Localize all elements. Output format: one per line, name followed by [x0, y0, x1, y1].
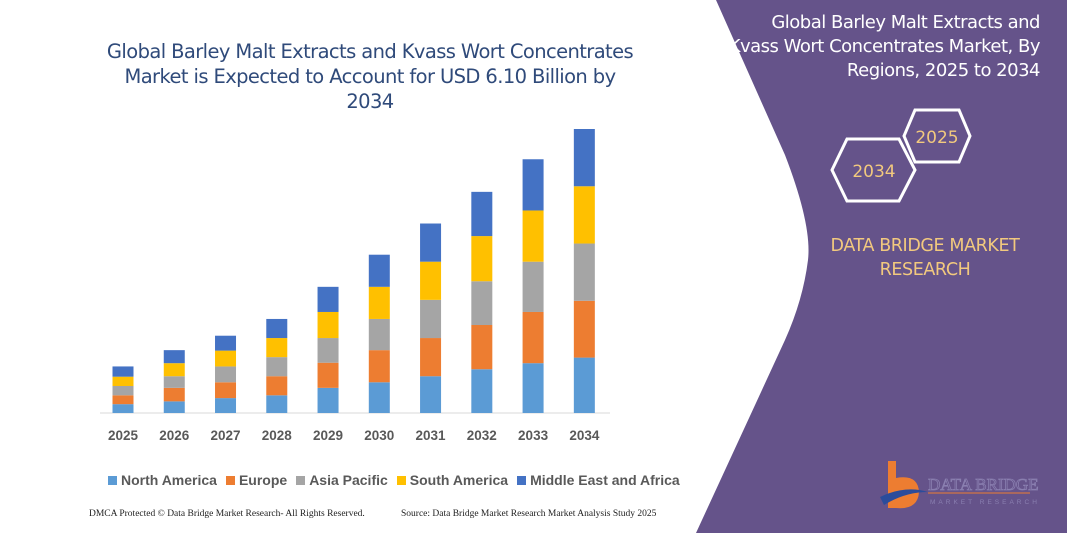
legend-item: South America: [396, 472, 509, 488]
x-tick-labels: 2025 2026 2027 2028 2029 2030 2031 2032 2033 2034: [108, 428, 600, 443]
brand-line: DATA BRIDGE MARKET: [830, 236, 1020, 256]
bar-segment-south-america-2034: [573, 186, 595, 244]
bar-segment-asia-pacific-2027: [215, 366, 237, 383]
bar-segment-europe-2028: [266, 376, 288, 396]
bar-segment-middle-east-and-africa-2026: [163, 350, 185, 364]
bar-segment-europe-2034: [573, 300, 595, 358]
bar-segment-north-america-2033: [522, 363, 544, 413]
bar-segment-south-america-2025: [112, 376, 134, 386]
bar-segment-north-america-2025: [112, 404, 134, 413]
legend-swatch: [225, 475, 235, 485]
bar-segment-middle-east-and-africa-2028: [266, 318, 288, 339]
bar-segment-north-america-2030: [368, 382, 390, 413]
brand-line: RESEARCH: [879, 260, 971, 280]
bar-segment-south-america-2032: [471, 236, 493, 282]
bar-segment-europe-2031: [420, 338, 442, 377]
bar-segment-north-america-2029: [317, 387, 339, 413]
hex-label-2025: 2025: [915, 128, 958, 148]
legend-item: North America: [108, 472, 217, 488]
legend-label: North America: [121, 472, 217, 488]
bar-segment-middle-east-and-africa-2034: [573, 129, 595, 187]
side-panel-background: [696, 0, 1067, 533]
bar-segment-south-america-2027: [215, 350, 237, 367]
logo: DATA BRIDGE MARKET RESEARCH: [880, 461, 1040, 509]
side-title-line: Kvass Wort Concentrates Market, By: [728, 36, 1041, 57]
footer-copyright: DMCA Protected © Data Bridge Market Rese…: [89, 509, 365, 519]
bar-segment-asia-pacific-2034: [573, 243, 595, 301]
legend-label: Middle East and Africa: [530, 472, 680, 488]
bar-segment-middle-east-and-africa-2027: [215, 335, 237, 351]
side-title-line: Regions, 2025 to 2034: [846, 60, 1041, 81]
x-tick-label: 2025: [108, 428, 139, 443]
bar-segment-europe-2030: [368, 350, 390, 383]
legend-item: Asia Pacific: [296, 472, 388, 488]
bar-segment-south-america-2029: [317, 311, 339, 339]
side-title-line: Global Barley Malt Extracts and: [771, 12, 1040, 33]
legend-label: Asia Pacific: [309, 472, 388, 488]
legend-item: Europe: [225, 472, 288, 488]
legend-swatch: [108, 475, 117, 485]
bar-segment-europe-2029: [317, 362, 339, 388]
x-tick-label: 2033: [518, 428, 549, 443]
bar-segment-asia-pacific-2030: [368, 318, 390, 351]
bar-segment-south-america-2031: [420, 261, 442, 300]
logo-subtext: MARKET RESEARCH: [930, 499, 1040, 506]
bar-segment-south-america-2030: [368, 286, 390, 319]
bar-segment-middle-east-and-africa-2033: [522, 159, 544, 211]
bar-segment-asia-pacific-2029: [317, 338, 339, 363]
bar-segment-asia-pacific-2026: [163, 376, 185, 388]
bar-segment-south-america-2026: [163, 363, 185, 377]
hex-label-2034: 2034: [852, 162, 895, 182]
bar-segment-europe-2033: [522, 311, 544, 364]
bar-segment-middle-east-and-africa-2029: [317, 286, 339, 312]
bar-segment-north-america-2032: [471, 369, 493, 413]
bar-segment-middle-east-and-africa-2030: [368, 254, 390, 287]
legend-swatch: [396, 475, 406, 485]
bar-segment-north-america-2026: [163, 401, 185, 413]
chart-title: Global Barley Malt Extracts and Kvass Wo…: [106, 40, 634, 113]
logo-text: DATA BRIDGE: [928, 475, 1039, 494]
legend-label: South America: [409, 472, 509, 488]
bar-segment-middle-east-and-africa-2032: [471, 191, 493, 237]
bar-segment-asia-pacific-2032: [471, 281, 493, 326]
bar-segment-north-america-2031: [420, 376, 442, 413]
bars-group: [112, 129, 595, 413]
footer-source: Source: Data Bridge Market Research Mark…: [401, 509, 657, 519]
x-tick-label: 2030: [364, 428, 394, 443]
bar-segment-asia-pacific-2033: [522, 261, 544, 312]
x-tick-label: 2027: [210, 428, 240, 443]
side-panel-title: Global Barley Malt Extracts and Kvass Wo…: [720, 11, 1041, 83]
x-tick-label: 2026: [159, 428, 190, 443]
legend-swatch: [296, 475, 306, 485]
legend-swatch: [517, 475, 527, 485]
bar-segment-middle-east-and-africa-2025: [112, 366, 134, 377]
bar-segment-asia-pacific-2031: [420, 299, 442, 339]
bar-segment-europe-2025: [112, 395, 134, 405]
logo-mark-swoosh: [880, 489, 928, 505]
bar-segment-north-america-2034: [573, 357, 595, 413]
bar-segment-asia-pacific-2028: [266, 357, 288, 377]
x-tick-label: 2029: [313, 428, 343, 443]
hexagon-2025: [902, 108, 972, 164]
legend: North America Europe Asia Pacific South Ame…: [108, 472, 680, 488]
x-tick-label: 2034: [569, 428, 600, 443]
x-tick-label: 2032: [467, 428, 497, 443]
bar-segment-europe-2027: [215, 382, 237, 399]
brand-name: DATA BRIDGE MARKET RESEARCH: [800, 234, 1050, 282]
bar-segment-south-america-2028: [266, 338, 288, 358]
bar-segment-middle-east-and-africa-2031: [420, 223, 442, 262]
bar-segment-north-america-2027: [215, 398, 237, 413]
hexagon-2034: [830, 137, 917, 203]
legend-label: Europe: [238, 472, 288, 488]
bar-segment-asia-pacific-2025: [112, 385, 134, 396]
x-tick-label: 2028: [262, 428, 293, 443]
bar-segment-south-america-2033: [522, 210, 544, 262]
legend-item: Middle East and Africa: [517, 472, 680, 488]
bar-segment-europe-2032: [471, 325, 493, 370]
bar-segment-north-america-2028: [266, 395, 288, 413]
bar-segment-europe-2026: [163, 387, 185, 402]
x-tick-label: 2031: [416, 428, 447, 443]
